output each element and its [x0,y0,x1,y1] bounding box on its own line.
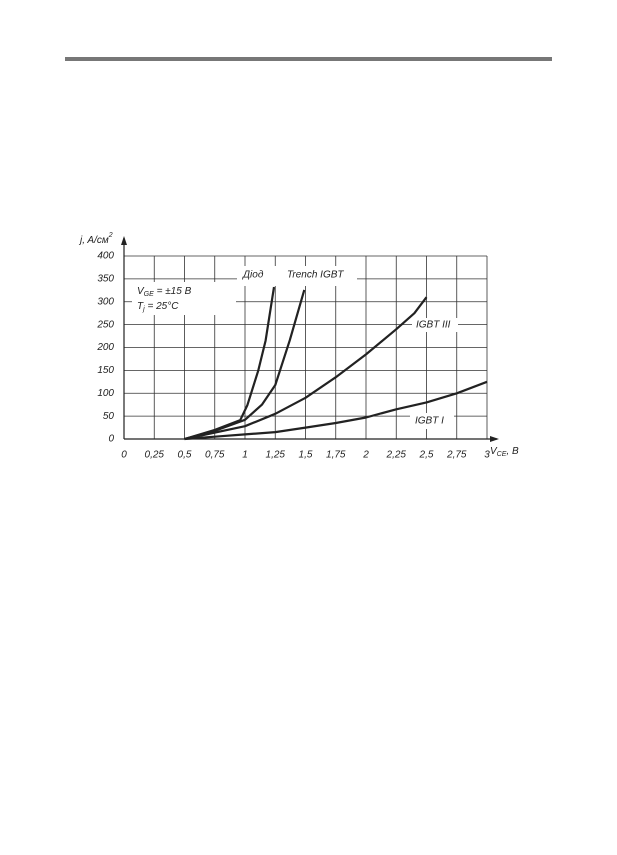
x-tick-label: 1 [242,450,248,461]
x-tick-label: 2,75 [446,450,467,461]
annotation-part: = ±15 B [154,286,192,297]
series-label: Trench IGBT [287,270,344,281]
series-line [184,289,306,441]
x-axis-title-part: , B [506,446,519,457]
y-axis-arrow [121,236,127,245]
annotation-part: GE [144,291,154,298]
label-bg [412,318,458,332]
x-tick-label: 0 [121,450,127,461]
series-label: IGBT III [416,320,451,331]
y-axis-title-part: j, A/см [78,235,109,246]
series-line [184,380,488,441]
x-tick-label: 1,75 [326,450,346,461]
annotation-part: V [137,286,145,297]
label-bg [410,413,454,429]
x-tick-label: 2,25 [386,450,407,461]
annotation-part: = 25°C [145,301,180,312]
y-tick-label: 200 [96,342,114,353]
y-tick-label: 350 [97,274,114,285]
x-tick-label: 1,5 [299,450,313,461]
x-tick-label: 0,75 [205,450,225,461]
y-tick-label: 150 [97,365,114,376]
series-label: IGBT I [415,416,444,427]
y-tick-label: 100 [97,388,114,399]
x-tick-label: 3 [484,450,490,461]
annotation-part: j [142,306,145,313]
y-axis-title-part: 2 [108,232,113,239]
x-axis-title: VCE, B [490,446,519,458]
header-rule [65,57,552,61]
x-tick-label: 2 [362,450,369,461]
x-axis-title-part: V [490,446,498,457]
y-tick-label: 300 [97,296,114,307]
x-axis-title-part: CE [497,451,507,458]
y-tick-label: 50 [103,411,115,422]
annotation: VGE = ±15 B [137,286,192,298]
label-bg [237,266,357,286]
y-axis-title: j, A/см2 [78,232,113,246]
y-tick-label: 0 [108,434,114,445]
x-tick-label: 2,5 [419,450,434,461]
x-axis-arrow [490,436,499,442]
label-bg [132,282,236,315]
y-tick-label: 250 [96,319,114,330]
y-tick-label: 400 [97,251,114,262]
x-tick-label: 1,25 [266,450,286,461]
annotation-part: T [137,301,144,312]
x-tick-label: 0,5 [178,450,192,461]
series-label: Діод [242,270,264,281]
series-line [184,296,428,441]
x-tick-label: 0,25 [145,450,165,461]
annotation: Tj = 25°C [137,301,179,313]
